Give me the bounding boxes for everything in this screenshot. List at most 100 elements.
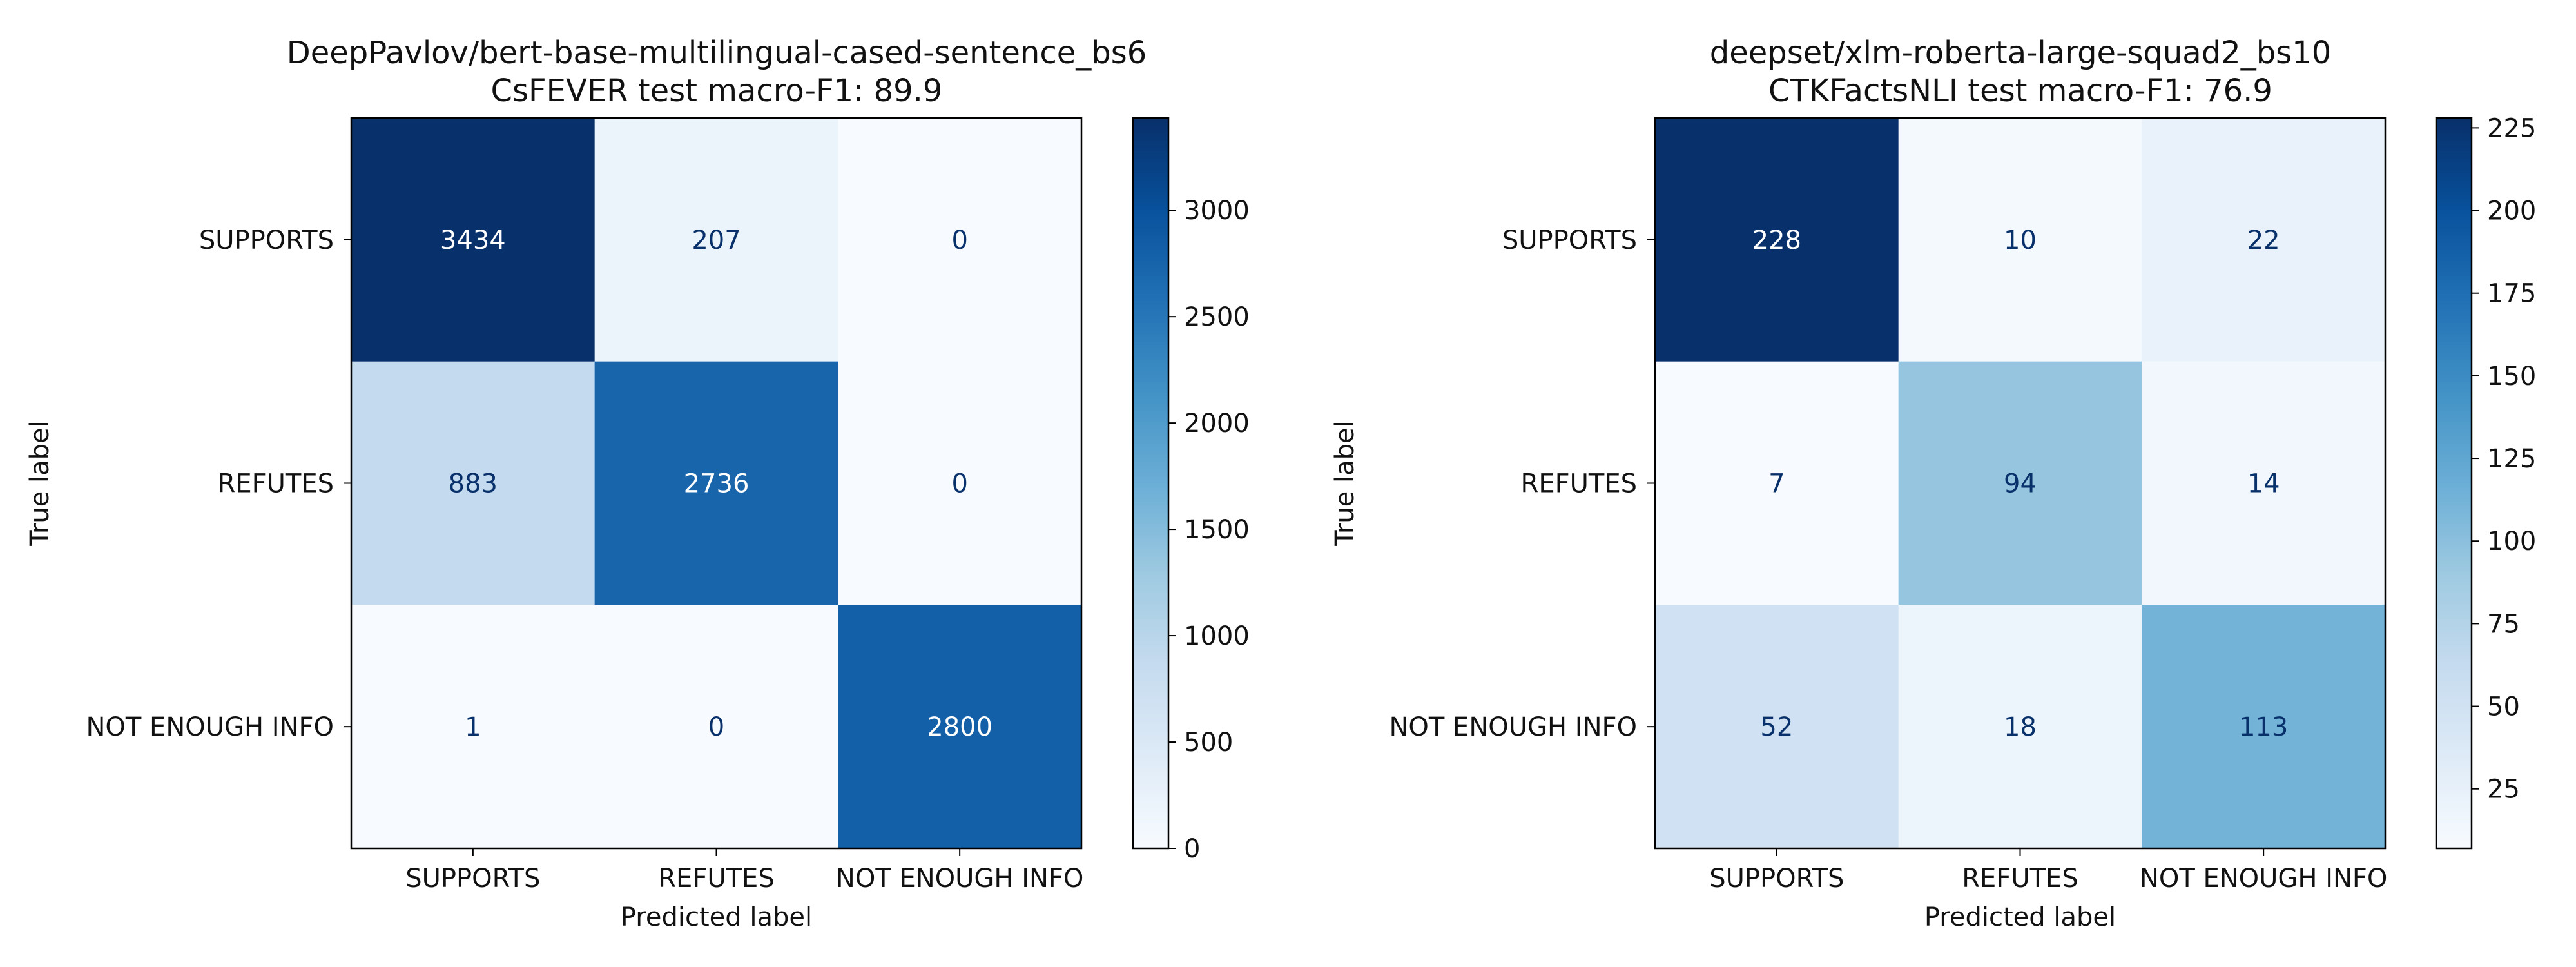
colorbar-segment — [1133, 669, 1168, 674]
colorbar-segment — [2436, 454, 2472, 458]
colorbar-segment — [2436, 468, 2472, 473]
colorbar-segment — [2436, 757, 2472, 762]
matrix-cell — [351, 361, 596, 605]
colorbar-segment — [2436, 790, 2472, 795]
colorbar-segment — [2436, 665, 2472, 670]
colorbar-segment — [2436, 118, 2472, 122]
colorbar-segment — [2436, 300, 2472, 305]
matrix-cell — [594, 361, 838, 605]
colorbar-segment — [2436, 479, 2472, 484]
colorbar-segment — [1133, 808, 1168, 813]
colorbar-segment — [1133, 658, 1168, 663]
x-tick-label: SUPPORTS — [1709, 864, 1844, 894]
colorbar-segment — [2436, 417, 2472, 422]
matrix-cell — [1655, 118, 1899, 362]
colorbar-segment — [1133, 300, 1168, 305]
colorbar-segment — [1133, 297, 1168, 302]
colorbar-segment — [1133, 556, 1168, 561]
colorbar-segment — [1133, 768, 1168, 773]
colorbar-segment — [1133, 610, 1168, 616]
colorbar-segment — [2436, 592, 2472, 598]
colorbar-segment — [2436, 505, 2472, 510]
colorbar-segment — [2436, 257, 2472, 261]
colorbar-segment — [1133, 428, 1168, 433]
colorbar-segment — [2436, 165, 2472, 170]
colorbar-segment — [1133, 691, 1168, 696]
colorbar-segment — [2436, 600, 2472, 605]
colorbar-segment — [1133, 337, 1168, 342]
colorbar-segment — [1133, 662, 1168, 667]
colorbar-segment — [1133, 231, 1168, 236]
colorbar-segment — [1133, 845, 1168, 849]
colorbar-segment — [1133, 388, 1168, 393]
colorbar-segment — [2436, 362, 2472, 367]
colorbar-segment — [2436, 329, 2472, 335]
colorbar-segment — [2436, 413, 2472, 418]
colorbar-segment — [2436, 520, 2472, 524]
colorbar-segment — [1133, 417, 1168, 422]
y-tick-label: SUPPORTS — [1502, 226, 1637, 255]
colorbar-segment — [2436, 676, 2472, 681]
colorbar-segment — [1133, 278, 1168, 283]
colorbar-tick-label: 1500 — [1184, 515, 1250, 545]
colorbar-segment — [2436, 651, 2472, 656]
colorbar-segment — [1133, 472, 1168, 477]
colorbar-segment — [2436, 549, 2472, 554]
colorbar-segment — [1133, 596, 1168, 601]
colorbar-segment — [1133, 147, 1168, 151]
colorbar-segment — [1133, 783, 1168, 787]
colorbar-segment — [2436, 538, 2472, 543]
colorbar-segment — [1133, 779, 1168, 784]
colorbar-segment — [2436, 490, 2472, 495]
colorbar-segment — [1133, 180, 1168, 184]
colorbar-segment — [2436, 669, 2472, 674]
colorbar-segment — [2436, 282, 2472, 287]
colorbar-segment — [2436, 779, 2472, 784]
colorbar-segment — [2436, 161, 2472, 166]
colorbar-segment — [1133, 139, 1168, 144]
colorbar-segment — [2436, 498, 2472, 502]
colorbar-segment — [1133, 775, 1168, 780]
colorbar-tick-label: 0 — [1184, 834, 1200, 864]
colorbar-segment — [1133, 326, 1168, 331]
matrix-cell — [1655, 361, 1899, 605]
colorbar-segment — [2436, 698, 2472, 703]
colorbar-segment — [2436, 556, 2472, 561]
colorbar-segment — [1133, 826, 1168, 831]
colorbar-segment — [1133, 816, 1168, 820]
colorbar-segment — [1133, 750, 1168, 754]
colorbar-segment — [1133, 329, 1168, 335]
colorbar-segment — [1133, 421, 1168, 425]
colorbar-segment — [1133, 545, 1168, 550]
colorbar-tick-label: 3000 — [1184, 196, 1250, 226]
colorbar-segment — [1133, 362, 1168, 367]
colorbar-segment — [2436, 264, 2472, 269]
colorbar-segment — [2436, 607, 2472, 612]
colorbar-segment — [1133, 446, 1168, 451]
colorbar-segment — [2436, 826, 2472, 831]
colorbar-segment — [1133, 406, 1168, 411]
colorbar-tick-label: 2000 — [1184, 409, 1250, 438]
colorbar-segment — [1133, 227, 1168, 232]
colorbar-segment — [1133, 717, 1168, 721]
colorbar-segment — [1133, 695, 1168, 699]
colorbar-segment — [2436, 654, 2472, 659]
colorbar-segment — [1133, 490, 1168, 495]
colorbar-segment — [1133, 399, 1168, 404]
matrix-cell — [351, 605, 596, 849]
colorbar-segment — [1133, 260, 1168, 265]
colorbar-segment — [2436, 183, 2472, 188]
colorbar-segment — [1133, 531, 1168, 535]
colorbar-segment — [1133, 509, 1168, 513]
colorbar-segment — [2436, 121, 2472, 126]
colorbar-segment — [2436, 581, 2472, 587]
colorbar-segment — [1133, 410, 1168, 415]
colorbar-segment — [2436, 366, 2472, 371]
colorbar-tick-label: 2500 — [1184, 302, 1250, 332]
colorbar-segment — [1133, 476, 1168, 480]
colorbar-segment — [2436, 406, 2472, 411]
colorbar-segment — [1133, 373, 1168, 378]
colorbar-segment — [1133, 651, 1168, 656]
colorbar-segment — [2436, 125, 2472, 130]
